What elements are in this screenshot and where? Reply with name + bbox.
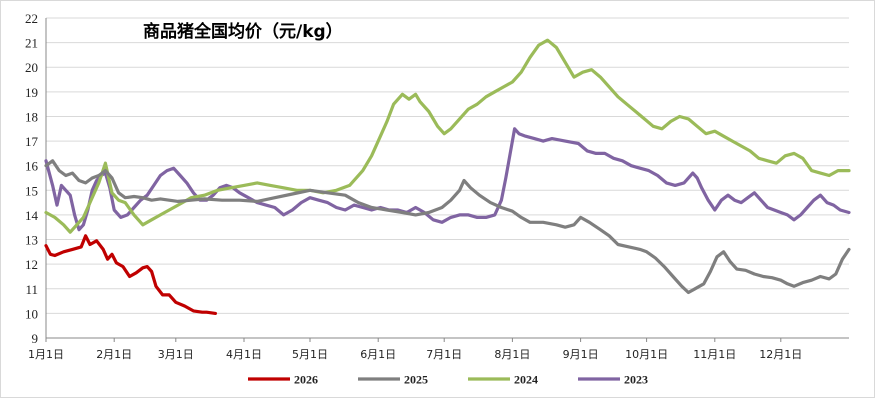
legend-label: 2025 — [404, 373, 428, 387]
x-tick-labels: 1月1日 2月1日 3月1日 4月1日 5月1日 6月1日 7月1日 8月1日 9月1日 10月1… — [28, 338, 802, 361]
y-tick-label: 17 — [25, 134, 39, 149]
y-tick-label: 10 — [25, 306, 38, 321]
series-line-2023 — [44, 127, 851, 232]
x-tick-label: 6月1日 — [360, 348, 396, 361]
y-tick-label: 20 — [25, 60, 38, 75]
x-tick-label: 8月1日 — [494, 348, 530, 361]
x-tick-label: 5月1日 — [292, 348, 328, 361]
legend-label: 2026 — [294, 373, 318, 387]
x-tick-label: 9月1日 — [563, 348, 599, 361]
y-tick-label: 15 — [25, 183, 38, 198]
x-tick-label: 2月1日 — [96, 348, 132, 361]
y-tick-label: 21 — [25, 36, 38, 51]
y-tick-label: 16 — [25, 159, 39, 174]
y-tick-label: 11 — [25, 282, 38, 297]
x-tick-label: 3月1日 — [158, 348, 194, 361]
y-tick-label: 14 — [25, 208, 39, 223]
y-tick-label: 19 — [25, 85, 38, 100]
x-tick-label: 4月1日 — [226, 348, 262, 361]
x-tick-label: 10月1日 — [625, 348, 668, 361]
axes — [45, 18, 849, 339]
chart-title: 商品猪全国均价（元/kg） — [143, 21, 343, 42]
y-tick-label: 12 — [25, 257, 38, 272]
x-tick-label: 1月1日 — [28, 348, 64, 361]
legend: 2026 2025 2024 2023 — [248, 373, 648, 387]
x-tick-label: 11月1日 — [693, 348, 736, 361]
legend-label: 2023 — [624, 373, 648, 387]
series-lines — [44, 38, 851, 315]
y-tick-label: 22 — [25, 11, 38, 26]
x-tick-label: 12月1日 — [759, 348, 802, 361]
y-tick-labels: 9 10 11 12 13 14 15 16 17 18 19 20 21 22 — [25, 11, 39, 346]
series-line-2024 — [44, 38, 851, 234]
series-line-2025 — [44, 159, 851, 295]
grid-lines — [46, 17, 849, 314]
y-tick-label: 13 — [25, 233, 38, 248]
y-tick-label: 9 — [32, 331, 39, 346]
legend-label: 2024 — [514, 373, 538, 387]
x-tick-label: 7月1日 — [426, 348, 462, 361]
y-tick-label: 18 — [25, 109, 38, 124]
series-line-2026 — [44, 234, 217, 315]
